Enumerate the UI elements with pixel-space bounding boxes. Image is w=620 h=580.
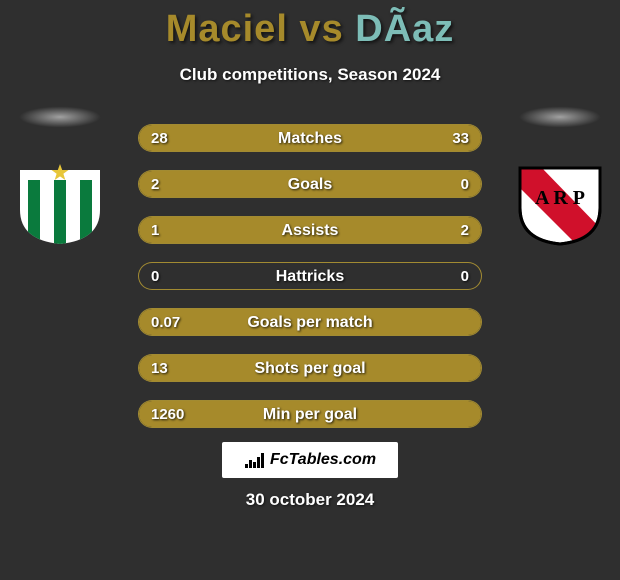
stat-label: Matches <box>139 125 481 152</box>
branding-badge[interactable]: FcTables.com <box>222 442 398 478</box>
stat-value-right: 33 <box>452 125 469 152</box>
player2-name: DÃ­az <box>355 8 454 50</box>
branding-text: FcTables.com <box>270 451 376 469</box>
stat-row: Min per goal1260 <box>138 400 482 428</box>
stat-row: Hattricks0 0 <box>138 262 482 290</box>
stat-row: Goals2 0 <box>138 170 482 198</box>
team-right-crest: A R P <box>510 162 610 246</box>
stat-value-left: 1260 <box>151 401 184 428</box>
stat-value-left: 28 <box>151 125 168 152</box>
spotlight-right <box>500 100 620 134</box>
stat-value-left: 0.07 <box>151 309 180 336</box>
team-left-area <box>0 100 120 246</box>
stat-value-left: 1 <box>151 217 159 244</box>
subtitle: Club competitions, Season 2024 <box>0 65 620 85</box>
stat-label: Shots per goal <box>139 355 481 382</box>
stats-panel: Matches2833Goals20Assists12Hattricks00Go… <box>138 124 482 446</box>
stat-row: Assists1 2 <box>138 216 482 244</box>
stat-row: Goals per match0.07 <box>138 308 482 336</box>
spotlight-left <box>0 100 120 134</box>
vs-text: vs <box>288 8 355 50</box>
stat-label: Min per goal <box>139 401 481 428</box>
branding-icon <box>244 451 266 469</box>
stat-value-left: 2 <box>151 171 159 198</box>
team-left-crest <box>10 162 110 246</box>
stat-value-right: 2 <box>461 217 469 244</box>
team-right-area: A R P <box>500 100 620 246</box>
stat-value-left: 0 <box>151 263 159 290</box>
svg-text:A R P: A R P <box>535 187 585 209</box>
page-title: Maciel vs DÃ­az <box>0 0 620 51</box>
stat-row: Shots per goal13 <box>138 354 482 382</box>
stat-value-right: 0 <box>461 171 469 198</box>
stat-value-right: 0 <box>461 263 469 290</box>
player1-name: Maciel <box>166 8 288 50</box>
date-text: 30 october 2024 <box>0 490 620 510</box>
stat-label: Goals <box>139 171 481 198</box>
stat-value-left: 13 <box>151 355 168 382</box>
stat-label: Hattricks <box>139 263 481 290</box>
stat-label: Assists <box>139 217 481 244</box>
comparison-card: Maciel vs DÃ­az Club competitions, Seaso… <box>0 0 620 580</box>
stat-label: Goals per match <box>139 309 481 336</box>
stat-row: Matches28 33 <box>138 124 482 152</box>
